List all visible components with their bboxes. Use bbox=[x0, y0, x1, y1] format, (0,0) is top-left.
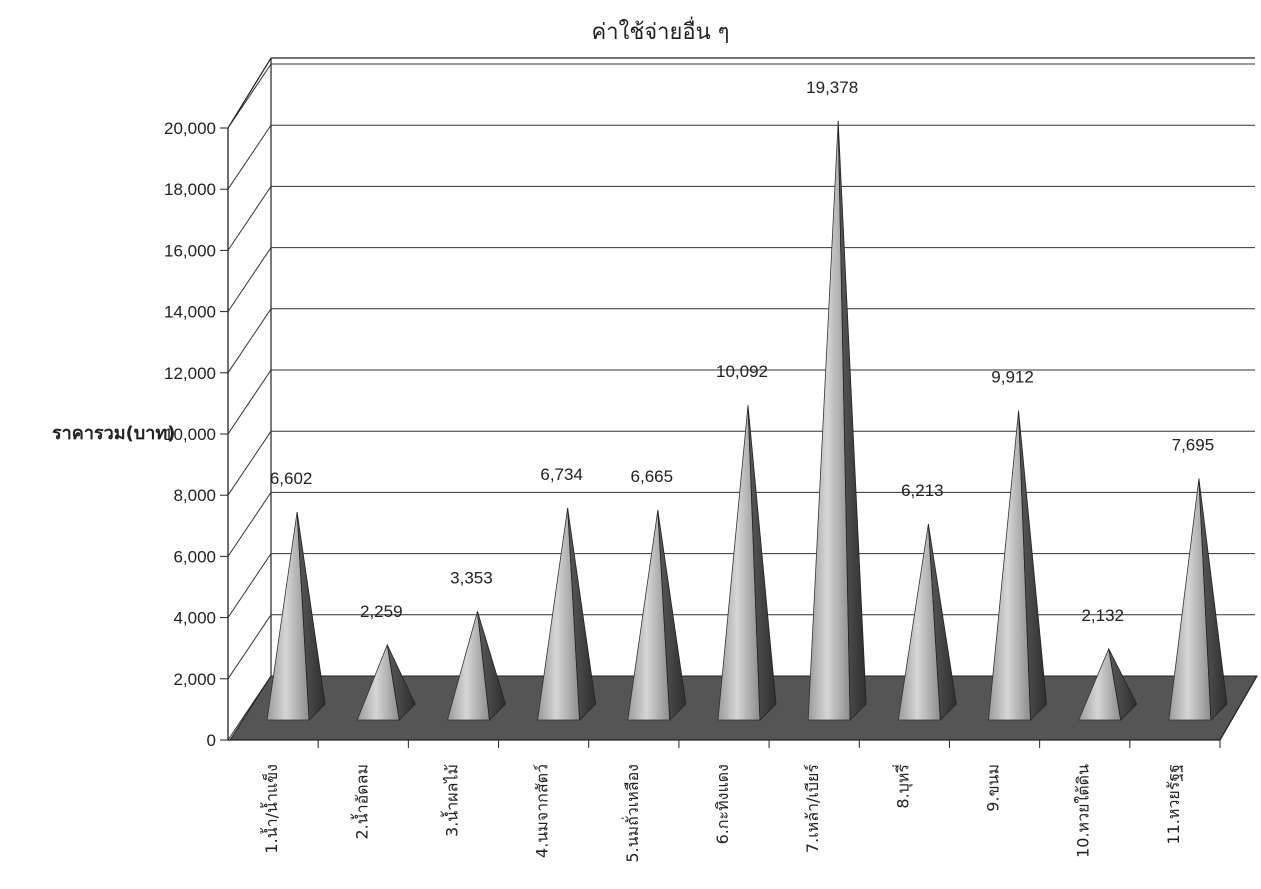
bar-side-face bbox=[477, 611, 506, 721]
bar bbox=[266, 511, 326, 721]
bar bbox=[446, 611, 506, 721]
data-label: 6,213 bbox=[901, 481, 944, 500]
bar-side-face bbox=[1198, 478, 1228, 721]
y-tick-label: 8,000 bbox=[173, 486, 216, 505]
left-wall-top-edge bbox=[227, 57, 272, 129]
bar-side-face bbox=[927, 523, 957, 721]
data-label: 6,665 bbox=[631, 467, 674, 486]
category-label: 5.นมถั่วเหลือง bbox=[621, 764, 642, 863]
category-label: 7.เหล้า/เบียร์ bbox=[803, 764, 822, 853]
y-tick-label: 0 bbox=[207, 731, 216, 750]
y-tick-label: 12,000 bbox=[164, 364, 216, 383]
category-label: 2.น้ำอัดลม bbox=[350, 764, 371, 840]
category-label: 9.ขนม bbox=[984, 764, 1003, 812]
bars-group bbox=[266, 121, 1228, 721]
chart-title: ค่าใช้จ่ายอื่น ๆ bbox=[591, 20, 730, 45]
floor-right-edge bbox=[1219, 675, 1258, 741]
data-label: 6,602 bbox=[270, 469, 313, 488]
bar bbox=[988, 410, 1047, 721]
y-tick-label: 6,000 bbox=[173, 547, 216, 566]
bar bbox=[627, 509, 687, 721]
data-label: 2,132 bbox=[1081, 606, 1124, 625]
bar-side-face bbox=[1018, 410, 1047, 721]
bar bbox=[717, 405, 777, 721]
y-tick-label: 10,000 bbox=[164, 425, 216, 444]
y-tick-label: 4,000 bbox=[173, 609, 216, 628]
y-tick-label: 2,000 bbox=[173, 670, 216, 689]
gridline-left-wall bbox=[227, 186, 272, 251]
plot-walls bbox=[227, 57, 1255, 676]
bar-side-face bbox=[386, 644, 416, 721]
bar bbox=[537, 507, 597, 721]
data-label: 19,378 bbox=[806, 78, 858, 97]
axes-group bbox=[220, 127, 1258, 748]
bar bbox=[356, 643, 416, 721]
y-tick-label: 14,000 bbox=[164, 303, 216, 322]
category-label: 6.กะทิงแดง bbox=[713, 764, 732, 844]
y-tick-label: 20,000 bbox=[164, 119, 216, 138]
category-label: 1.น้ำ/น้ำแข็ง bbox=[260, 764, 281, 854]
category-label: 11.หวยรัฐฐ bbox=[1164, 764, 1183, 845]
gridline-left-wall bbox=[227, 553, 272, 618]
gridline-left-wall bbox=[227, 369, 272, 435]
bar-side-face bbox=[567, 507, 597, 721]
category-label: 8.บุหรี่ bbox=[891, 764, 913, 809]
bar bbox=[897, 523, 957, 721]
bar-side-face bbox=[1108, 648, 1138, 721]
data-label: 9,912 bbox=[991, 368, 1034, 387]
y-tick-label: 16,000 bbox=[164, 241, 216, 260]
bar bbox=[807, 121, 867, 721]
gridline-left-wall bbox=[227, 63, 272, 129]
data-label: 3,353 bbox=[450, 568, 493, 587]
gridline-left-wall bbox=[227, 124, 272, 190]
category-label: 4.นมจากสัตว์ bbox=[533, 764, 552, 858]
gridline-left-wall bbox=[227, 430, 272, 496]
bar bbox=[1078, 647, 1138, 721]
bar-side-face bbox=[657, 509, 687, 721]
data-label: 7,695 bbox=[1172, 436, 1215, 455]
gridline-left-wall bbox=[227, 614, 272, 680]
data-label: 10,092 bbox=[716, 362, 768, 381]
gridline-left-wall bbox=[227, 492, 272, 557]
bar bbox=[1168, 478, 1228, 721]
y-tick-label: 18,000 bbox=[164, 180, 216, 199]
gridline-left-wall bbox=[227, 308, 272, 374]
bar-side-face bbox=[296, 511, 326, 721]
labels-group: 6,602 1.น้ำ/น้ำแข็ง 2,259 2.น้ำอัดลม 3,353 3.… bbox=[164, 78, 1214, 863]
category-label: 10.หวยใต้ดิน bbox=[1074, 764, 1093, 858]
y-axis-title: ราคารวม(บาท) bbox=[52, 423, 176, 444]
category-label: 3.น้ำผลไม้ bbox=[440, 764, 461, 837]
data-label: 6,734 bbox=[540, 465, 583, 484]
data-label: 2,259 bbox=[360, 602, 403, 621]
gridline-left-wall bbox=[227, 247, 272, 312]
bar-side-face bbox=[747, 405, 777, 721]
bar-side-face bbox=[837, 121, 867, 721]
